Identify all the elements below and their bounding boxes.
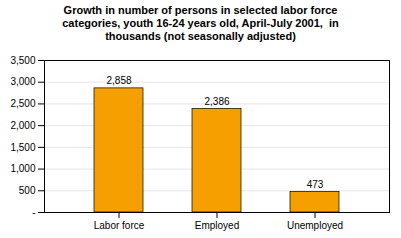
svg-text:1,500: 1,500 <box>10 141 35 152</box>
svg-text:500: 500 <box>19 185 36 196</box>
svg-text:2,000: 2,000 <box>10 119 35 130</box>
svg-text:2,858: 2,858 <box>106 75 131 86</box>
svg-text:3,500: 3,500 <box>10 54 35 65</box>
svg-text:2,500: 2,500 <box>10 98 35 109</box>
svg-text:Employed: Employed <box>195 219 239 230</box>
svg-text:3,000: 3,000 <box>10 76 35 87</box>
svg-text:1,000: 1,000 <box>10 163 35 174</box>
svg-text:-: - <box>32 206 35 217</box>
svg-text:2,386: 2,386 <box>204 95 229 106</box>
svg-text:Unemployed: Unemployed <box>287 219 343 230</box>
svg-text:473: 473 <box>307 179 324 190</box>
html-text:Growth in number of persons in: Growth in number of persons in selected … <box>62 4 339 43</box>
svg-text:Labor force: Labor force <box>94 219 145 230</box>
